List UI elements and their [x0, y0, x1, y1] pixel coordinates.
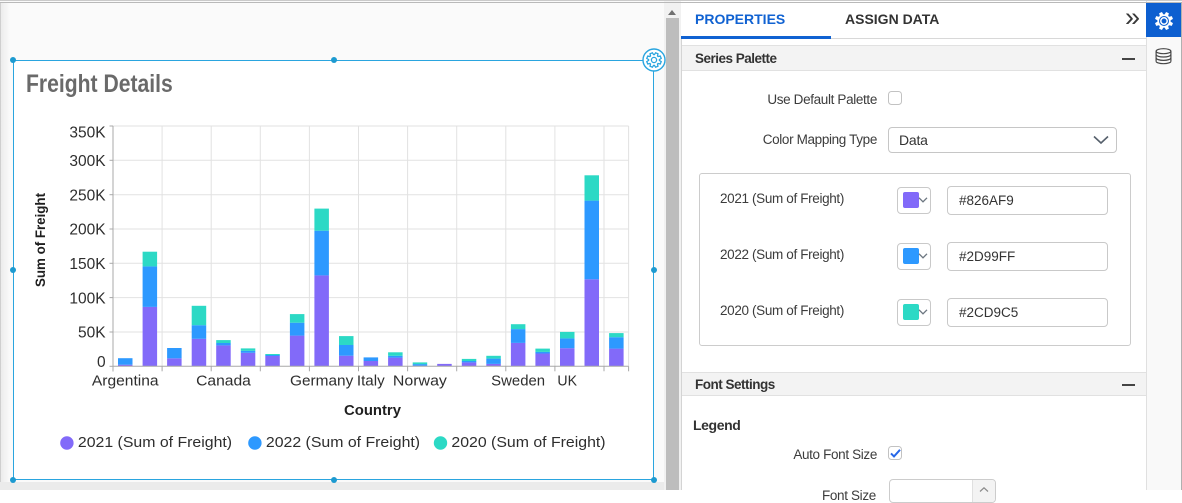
svg-text:Sweden: Sweden: [491, 374, 545, 390]
svg-text:0: 0: [97, 354, 106, 371]
svg-text:150K: 150K: [69, 256, 106, 273]
svg-text:Canada: Canada: [196, 374, 252, 390]
svg-text:100K: 100K: [69, 290, 106, 307]
svg-text:Sum of Freight: Sum of Freight: [32, 193, 48, 287]
svg-text:250K: 250K: [69, 187, 106, 204]
svg-text:UK: UK: [557, 374, 577, 390]
svg-text:2021 (Sum of Freight): 2021 (Sum of Freight): [78, 434, 232, 451]
svg-text:200K: 200K: [69, 222, 106, 239]
svg-text:2022 (Sum of Freight): 2022 (Sum of Freight): [266, 434, 420, 451]
svg-text:50K: 50K: [78, 325, 106, 342]
svg-text:300K: 300K: [69, 153, 106, 170]
svg-text:Germany: Germany: [290, 374, 354, 390]
svg-text:Country: Country: [344, 403, 401, 419]
svg-text:350K: 350K: [69, 124, 106, 141]
svg-text:Argentina: Argentina: [92, 374, 160, 390]
svg-text:Italy: Italy: [357, 374, 385, 390]
svg-text:2020 (Sum of Freight): 2020 (Sum of Freight): [451, 434, 605, 451]
svg-text:Norway: Norway: [393, 374, 448, 390]
